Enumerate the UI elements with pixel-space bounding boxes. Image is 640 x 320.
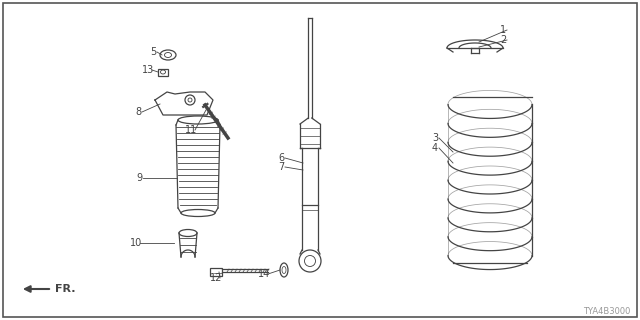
Text: 14: 14: [258, 269, 270, 279]
Text: 1: 1: [500, 25, 506, 35]
Text: 13: 13: [142, 65, 154, 75]
Text: 7: 7: [278, 162, 284, 172]
FancyBboxPatch shape: [158, 69, 168, 76]
Text: 3: 3: [432, 133, 438, 143]
Text: 4: 4: [432, 143, 438, 153]
Ellipse shape: [164, 52, 172, 58]
Ellipse shape: [161, 70, 166, 74]
Ellipse shape: [181, 210, 215, 217]
Ellipse shape: [160, 50, 176, 60]
Text: 10: 10: [130, 238, 142, 248]
Ellipse shape: [178, 116, 218, 124]
Text: 12: 12: [210, 273, 222, 283]
Text: FR.: FR.: [55, 284, 76, 294]
Text: 2: 2: [500, 35, 506, 45]
Ellipse shape: [280, 263, 288, 277]
Text: 5: 5: [150, 47, 156, 57]
Text: TYA4B3000: TYA4B3000: [582, 308, 630, 316]
Ellipse shape: [282, 267, 286, 274]
Text: 8: 8: [135, 107, 141, 117]
Text: 6: 6: [278, 153, 284, 163]
Ellipse shape: [179, 229, 197, 236]
Text: 11: 11: [185, 125, 197, 135]
Text: 9: 9: [136, 173, 142, 183]
FancyBboxPatch shape: [210, 268, 222, 276]
